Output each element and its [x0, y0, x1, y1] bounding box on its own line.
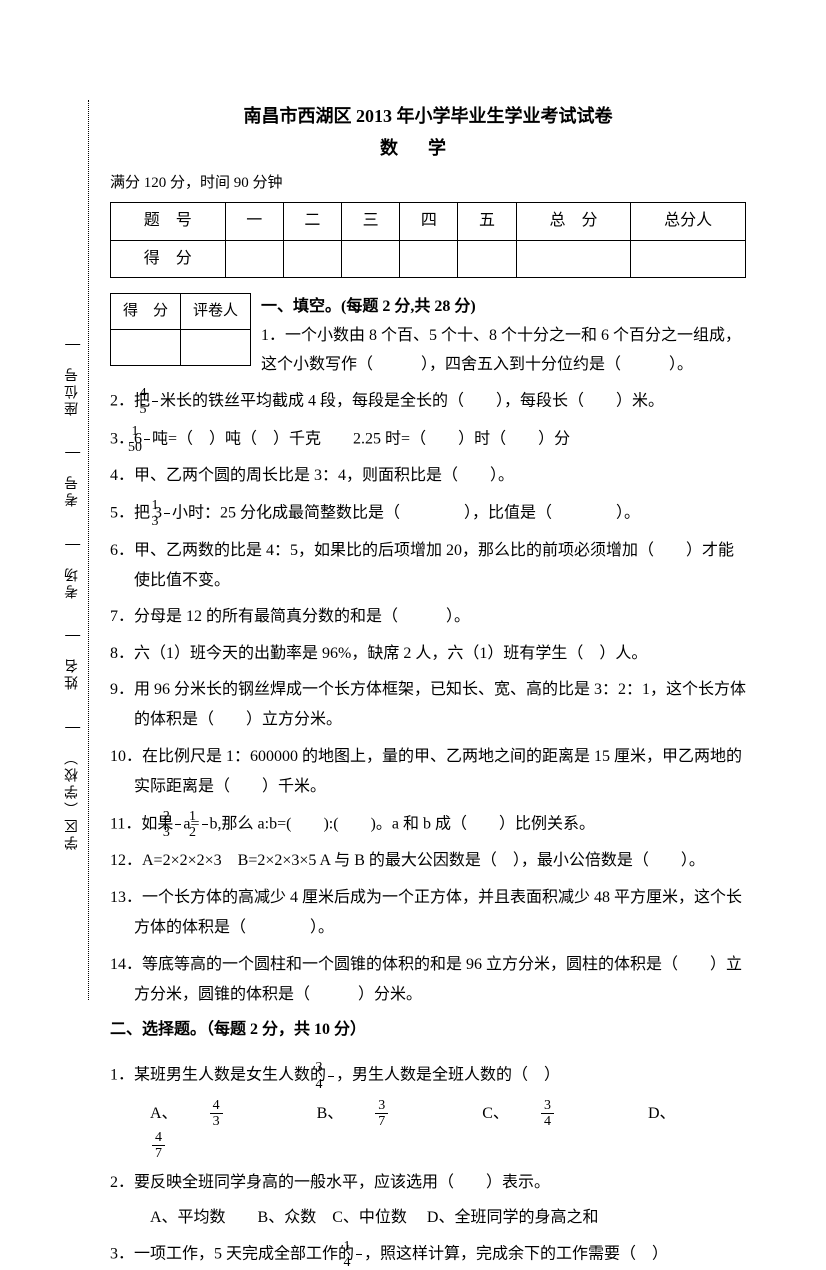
name-field: 姓名: [65, 636, 80, 691]
q9: 9．用 96 分米长的钢丝焊成一个长方体框架，已知长、宽、高的比是 3：2：1，…: [134, 675, 746, 736]
s2-q3: 3．一项工作，5 天完成全部工作的14，照这样计算，完成余下的工作需要（ ）: [134, 1239, 746, 1270]
score-cell: [342, 240, 400, 278]
score-table: 题 号 一 二 三 四 五 总 分 总分人 得 分: [110, 202, 746, 279]
score-table-header-row: 题 号 一 二 三 四 五 总 分 总分人: [111, 202, 746, 240]
score-info: 满分 120 分，时间 90 分钟: [110, 170, 746, 197]
q8: 8．六（1）班今天的出勤率是 96%，缺席 2 人，六（1）班有学生（ ）人。: [134, 639, 746, 669]
fraction: 47: [152, 1130, 195, 1162]
q1: 1．一个小数由 8 个百、5 个十、8 个十分之一和 6 个百分之一组成，这个小…: [261, 322, 746, 380]
score-table-score-row: 得 分: [111, 240, 746, 278]
fraction: 45: [152, 386, 158, 418]
small-table-score: 得 分: [111, 294, 181, 330]
th-scorer: 总分人: [631, 202, 746, 240]
q14: 14．等底等高的一个圆柱和一个圆锥的体积的和是 96 立方分米，圆柱的体积是（ …: [134, 950, 746, 1011]
score-cell: [631, 240, 746, 278]
small-table-reviewer: 评卷人: [181, 294, 251, 330]
school-field: 学区（学校）: [65, 727, 80, 850]
q7: 7．分母是 12 的所有最简真分数的和是（ ）。: [134, 602, 746, 632]
section-2-title: 二、选择题。（每题 2 分，共 10 分）: [110, 1016, 746, 1045]
fraction: 13: [164, 498, 170, 530]
small-table-cell: [181, 330, 251, 366]
s2-q1: 1．某班男生人数是女生人数的34，男生人数是全班人数的（ ）: [134, 1060, 746, 1092]
q12: 12．A=2×2×2×3 B=2×2×3×5 A 与 B 的最大公因数是（ ），…: [134, 846, 746, 876]
opt-b: B、37: [317, 1105, 449, 1122]
page-subtitle: 数学: [110, 132, 746, 164]
seat-field: 座位号: [65, 344, 80, 416]
section-1-title: 一、填空。(每题 2 分,共 28 分): [261, 293, 746, 322]
q6: 6．甲、乙两数的比是 4：5，如果比的后项增加 20，那么比的前项必须增加（ ）…: [134, 536, 746, 597]
q5: 5．把 313小时：25 分化成最简整数比是（ ），比值是（ ）。: [134, 498, 746, 530]
fraction: 34: [328, 1060, 334, 1092]
s2-q2: 2．要反映全班同学身高的一般水平，应该选用（ ）表示。: [134, 1168, 746, 1198]
th-1: 一: [225, 202, 283, 240]
score-label: 得 分: [111, 240, 226, 278]
section-1: 得 分 评卷人 一、填空。(每题 2 分,共 28 分) 1．一个小数由 8 个…: [110, 293, 746, 379]
score-cell: [283, 240, 341, 278]
q10: 10．在比例尺是 1：600000 的地图上，量的甲、乙两地之间的距离是 15 …: [134, 742, 746, 803]
q11: 11．如果23a=12b,那么 a:b=( ):( )。a 和 b 成（ ）比例…: [134, 809, 746, 841]
score-cell: [400, 240, 458, 278]
fraction: 150: [144, 424, 150, 456]
q2: 2．把45米长的铁丝平均截成 4 段，每段是全长的（ ），每段长（ ）米。: [134, 386, 746, 418]
fraction: 14: [356, 1239, 362, 1270]
number-field: 考号: [65, 453, 80, 508]
room-field: 考场: [65, 544, 80, 599]
fraction: 34: [541, 1098, 584, 1130]
th-3: 三: [342, 202, 400, 240]
small-score-table: 得 分 评卷人: [110, 293, 251, 366]
fraction: 23: [175, 809, 181, 841]
fraction: 43: [210, 1098, 253, 1130]
th-total: 总 分: [516, 202, 631, 240]
score-cell: [516, 240, 631, 278]
th-2: 二: [283, 202, 341, 240]
page-title: 南昌市西湖区 2013 年小学毕业生学业考试试卷: [110, 100, 746, 132]
th-5: 五: [458, 202, 516, 240]
s2-q2-options: A、平均数 B、众数 C、中位数 D、全班同学的身高之和: [150, 1204, 746, 1233]
th-label: 题 号: [111, 202, 226, 240]
opt-a: A、43: [150, 1105, 283, 1122]
q13: 13．一个长方体的高减少 4 厘米后成为一个正方体，并且表面积减少 48 平方厘…: [134, 883, 746, 944]
score-cell: [225, 240, 283, 278]
s2-q1-options: A、43 B、37 C、34 D、47: [150, 1098, 746, 1162]
fraction: 12: [202, 809, 208, 841]
th-4: 四: [400, 202, 458, 240]
q3: 3．6150吨=（ ）吨（ ）千克 2.25 时=（ ）时（ ）分: [134, 424, 746, 456]
binding-line: [88, 100, 89, 1000]
score-cell: [458, 240, 516, 278]
student-info-strip: 学区（学校） 姓名 考场 考号 座位号: [60, 150, 85, 850]
q4: 4．甲、乙两个圆的周长比是 3：4，则面积比是（ ）。: [134, 461, 746, 491]
opt-c: C、34: [482, 1105, 614, 1122]
fraction: 37: [375, 1098, 418, 1130]
small-table-cell: [111, 330, 181, 366]
